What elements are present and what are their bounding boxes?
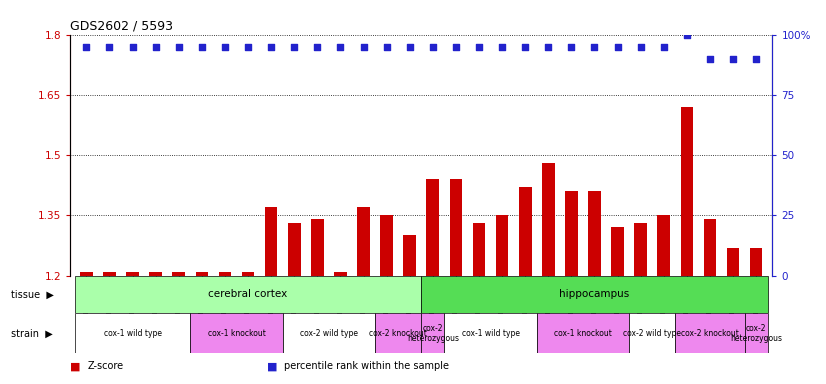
Bar — [80, 271, 93, 276]
Point — [519, 43, 532, 50]
Bar — [657, 215, 670, 276]
Point — [149, 43, 162, 50]
Bar — [421, 276, 767, 313]
Bar — [537, 313, 629, 353]
Bar — [750, 248, 762, 276]
Bar — [704, 219, 716, 276]
Text: GDS2602 / 5593: GDS2602 / 5593 — [70, 19, 173, 32]
Point — [172, 43, 185, 50]
Point — [195, 43, 208, 50]
Bar — [219, 271, 231, 276]
Bar — [629, 313, 676, 353]
Text: cox-2 wild type: cox-2 wild type — [623, 329, 681, 338]
Point — [403, 43, 416, 50]
Point — [311, 43, 324, 50]
Point — [357, 43, 370, 50]
Bar — [375, 313, 421, 353]
Text: cox-1 wild type: cox-1 wild type — [103, 329, 162, 338]
Bar — [103, 271, 116, 276]
Bar — [472, 223, 486, 276]
Bar — [242, 271, 254, 276]
Point — [380, 43, 393, 50]
Point — [588, 43, 601, 50]
Point — [80, 43, 93, 50]
Point — [334, 43, 347, 50]
Bar — [380, 215, 393, 276]
Point — [241, 43, 254, 50]
Text: cox-2
heterozygous: cox-2 heterozygous — [407, 324, 458, 343]
Point — [449, 43, 463, 50]
Bar — [676, 313, 744, 353]
Bar — [334, 271, 347, 276]
Point — [657, 43, 671, 50]
Bar — [311, 219, 324, 276]
Point — [426, 43, 439, 50]
Bar — [265, 207, 278, 276]
Bar — [449, 179, 463, 276]
Text: cox-2 knockout: cox-2 knockout — [681, 329, 739, 338]
Point — [126, 43, 139, 50]
Bar — [681, 107, 693, 276]
Bar — [588, 191, 601, 276]
Point — [726, 56, 739, 62]
Bar — [75, 313, 190, 353]
Point — [565, 43, 578, 50]
Text: strain  ▶: strain ▶ — [11, 328, 52, 338]
Text: cox-1 knockout: cox-1 knockout — [554, 329, 612, 338]
Bar — [727, 248, 739, 276]
Point — [472, 43, 486, 50]
Bar — [634, 223, 647, 276]
Bar — [196, 271, 208, 276]
Bar — [744, 313, 767, 353]
Point — [218, 43, 231, 50]
Bar — [357, 207, 370, 276]
Bar — [126, 271, 139, 276]
Bar — [150, 271, 162, 276]
Text: ■: ■ — [267, 361, 278, 371]
Bar — [496, 215, 509, 276]
Point — [496, 43, 509, 50]
Bar — [173, 271, 185, 276]
Text: percentile rank within the sample: percentile rank within the sample — [284, 361, 449, 371]
Bar — [565, 191, 577, 276]
Text: ■: ■ — [70, 361, 81, 371]
Text: cox-1 wild type: cox-1 wild type — [462, 329, 520, 338]
Bar — [190, 313, 282, 353]
Bar — [421, 313, 444, 353]
Text: cox-2 knockout: cox-2 knockout — [369, 329, 427, 338]
Bar — [519, 187, 532, 276]
Text: tissue  ▶: tissue ▶ — [11, 290, 54, 300]
Bar — [426, 179, 439, 276]
Text: cox-2 wild type: cox-2 wild type — [300, 329, 358, 338]
Text: cox-2
heterozygous: cox-2 heterozygous — [730, 324, 782, 343]
Point — [634, 43, 648, 50]
Point — [542, 43, 555, 50]
Bar — [282, 313, 375, 353]
Point — [749, 56, 762, 62]
Bar — [403, 235, 416, 276]
Text: hippocampus: hippocampus — [559, 290, 629, 300]
Bar — [75, 276, 421, 313]
Point — [704, 56, 717, 62]
Bar — [288, 223, 301, 276]
Point — [681, 31, 694, 38]
Bar — [542, 163, 554, 276]
Bar — [444, 313, 537, 353]
Point — [611, 43, 624, 50]
Point — [103, 43, 116, 50]
Text: Z-score: Z-score — [88, 361, 124, 371]
Point — [264, 43, 278, 50]
Text: cox-1 knockout: cox-1 knockout — [207, 329, 265, 338]
Text: cerebral cortex: cerebral cortex — [208, 290, 287, 300]
Bar — [611, 227, 624, 276]
Point — [287, 43, 301, 50]
